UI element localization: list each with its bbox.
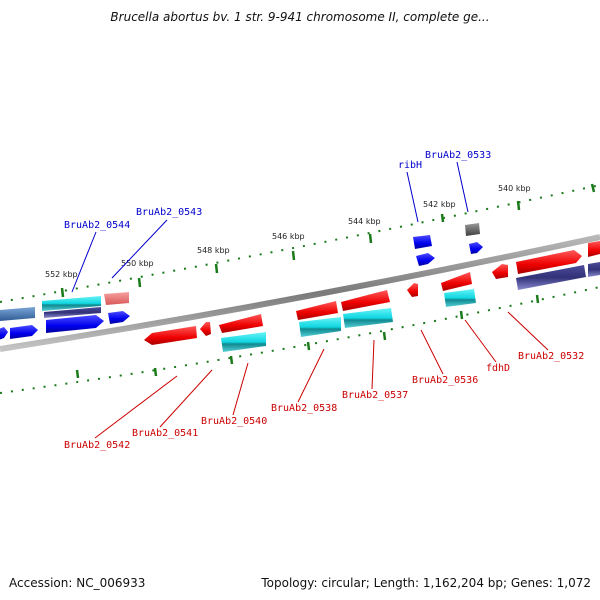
gene-feature[interactable] (341, 290, 390, 311)
major-ticks-inner (75, 294, 540, 379)
gene-label[interactable]: BruAb2_0532 (518, 351, 584, 362)
gene-feature[interactable] (299, 317, 341, 337)
accession-text: Accession: NC_006933 (9, 576, 146, 590)
gene-feature[interactable] (42, 296, 101, 311)
scale-label: 548 kbp (197, 246, 230, 255)
gene-feature[interactable] (588, 241, 600, 257)
gene-feature[interactable] (469, 242, 483, 254)
gene-feature[interactable] (516, 265, 586, 290)
gene-label[interactable]: BruAb2_0543 (136, 207, 202, 218)
gene-feature[interactable] (465, 223, 480, 236)
gene-feature[interactable] (104, 292, 129, 305)
gene-feature[interactable] (516, 250, 582, 274)
major-ticks-outer (60, 183, 596, 298)
gene-feature[interactable] (46, 315, 104, 333)
gene-feature[interactable] (200, 322, 211, 336)
gene-label[interactable]: BruAb2_0538 (271, 403, 337, 414)
topology-text: Topology: circular; Length: 1,162,204 bp… (261, 576, 591, 590)
scale-label: 546 kbp (272, 232, 305, 241)
gene-feature[interactable] (407, 283, 418, 297)
gene-feature[interactable] (416, 253, 435, 266)
gene-feature[interactable] (444, 289, 476, 307)
gene-label[interactable]: BruAb2_0540 (201, 416, 267, 427)
gene-feature[interactable] (588, 262, 600, 277)
scale-label: 550 kbp (121, 259, 154, 268)
gene-label[interactable]: BruAb2_0536 (412, 375, 478, 386)
gene-feature[interactable] (0, 327, 8, 341)
gene-label[interactable]: BruAb2_0541 (132, 428, 198, 439)
gene-label[interactable]: fdhD (486, 363, 510, 374)
gene-label[interactable]: BruAb2_0542 (64, 440, 130, 451)
scale-label: 552 kbp (45, 270, 78, 279)
leader-lines-bottom (94, 311, 549, 439)
map-title: Brucella abortus bv. 1 str. 9-941 chromo… (110, 10, 490, 24)
gene-label[interactable]: BruAb2_0533 (425, 150, 491, 161)
gene-label[interactable]: ribH (398, 160, 422, 171)
chromosome-backbone (0, 234, 600, 352)
gene-feature[interactable] (343, 308, 393, 328)
scale-label: 542 kbp (423, 200, 456, 209)
gene-feature[interactable] (413, 235, 432, 249)
gene-feature[interactable] (296, 301, 338, 320)
gene-label[interactable]: BruAb2_0544 (64, 220, 130, 231)
gene-feature[interactable] (10, 325, 38, 339)
gene-feature[interactable] (108, 311, 130, 324)
gene-feature[interactable] (441, 272, 472, 291)
gene-feature[interactable] (219, 314, 263, 333)
gene-feature[interactable] (0, 307, 35, 321)
tick-track-outer (0, 184, 600, 303)
gene-label[interactable]: BruAb2_0537 (342, 390, 408, 401)
scale-label: 544 kbp (348, 217, 381, 226)
gene-feature[interactable] (221, 332, 266, 352)
scale-label: 540 kbp (498, 184, 531, 193)
gene-feature[interactable] (492, 264, 508, 279)
leader-lines-top (71, 161, 469, 293)
gene-feature[interactable] (144, 326, 197, 345)
gene-feature[interactable] (44, 307, 101, 318)
